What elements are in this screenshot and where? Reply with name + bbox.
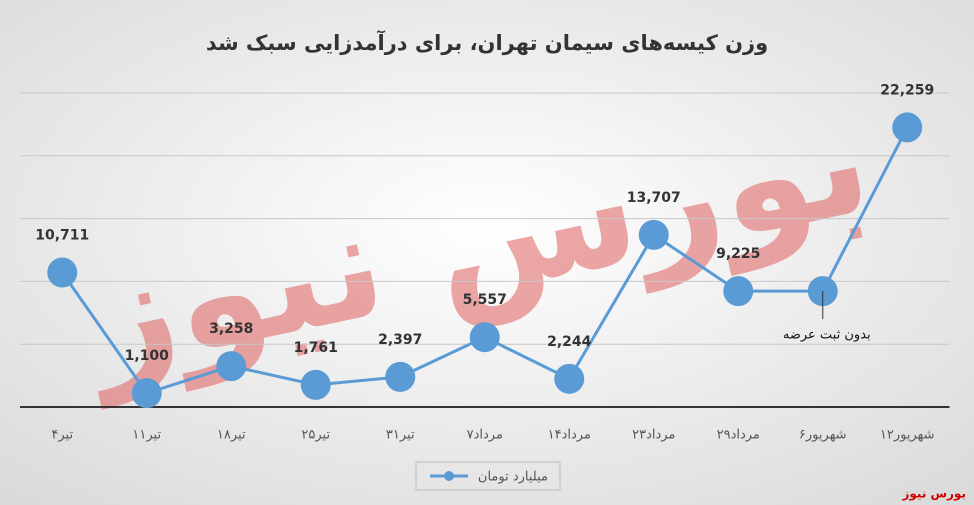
annotation: بدون ثبت عرضه: [783, 328, 871, 343]
x-tick-label: ۲۹مرداد: [717, 428, 760, 443]
x-tick-label: ۴تیر: [51, 428, 73, 443]
data-label: 3,258: [209, 321, 253, 337]
marker: [723, 276, 754, 307]
data-label: 13,707: [627, 190, 681, 206]
x-tick-label: ۲۵تیر: [301, 428, 330, 443]
marker: [47, 257, 78, 288]
data-label: 22,259: [880, 82, 934, 98]
x-tick-label: ۱۸تیر: [217, 428, 246, 443]
marker: [892, 112, 923, 143]
x-tick-label: ۲۳مرداد: [632, 428, 675, 443]
marker: [469, 322, 500, 353]
x-tick-label: ۱۲شهریور: [880, 428, 935, 443]
data-label: 1,100: [125, 348, 170, 364]
x-tick-label: ۷مرداد: [467, 428, 503, 443]
marker: [216, 351, 247, 382]
legend-box: [415, 461, 561, 491]
marker: [554, 363, 585, 394]
x-tick-label: ۳۱تیر: [386, 428, 415, 443]
data-label: 2,397: [378, 332, 422, 348]
x-tick-label: ۱۱تیر: [132, 428, 161, 443]
legend-marker: [444, 471, 454, 481]
marker: [638, 219, 669, 250]
marker: [385, 361, 416, 392]
data-label: 1,761: [294, 340, 338, 356]
chart-title: وزن کیسه‌های سیمان تهران، برای درآمدزایی…: [206, 30, 768, 55]
data-label: 2,244: [547, 334, 592, 350]
data-label: 9,225: [716, 246, 760, 262]
x-tick-label: ۶شهریور: [799, 428, 847, 443]
marker: [131, 378, 162, 409]
x-tick-label: ۱۴مرداد: [548, 428, 591, 443]
marker: [300, 369, 331, 400]
source: بورس نیوز: [901, 487, 966, 502]
legend-label: میلیارد تومان: [478, 470, 548, 485]
data-label: 5,557: [463, 292, 507, 308]
data-label: 10,711: [35, 227, 89, 243]
